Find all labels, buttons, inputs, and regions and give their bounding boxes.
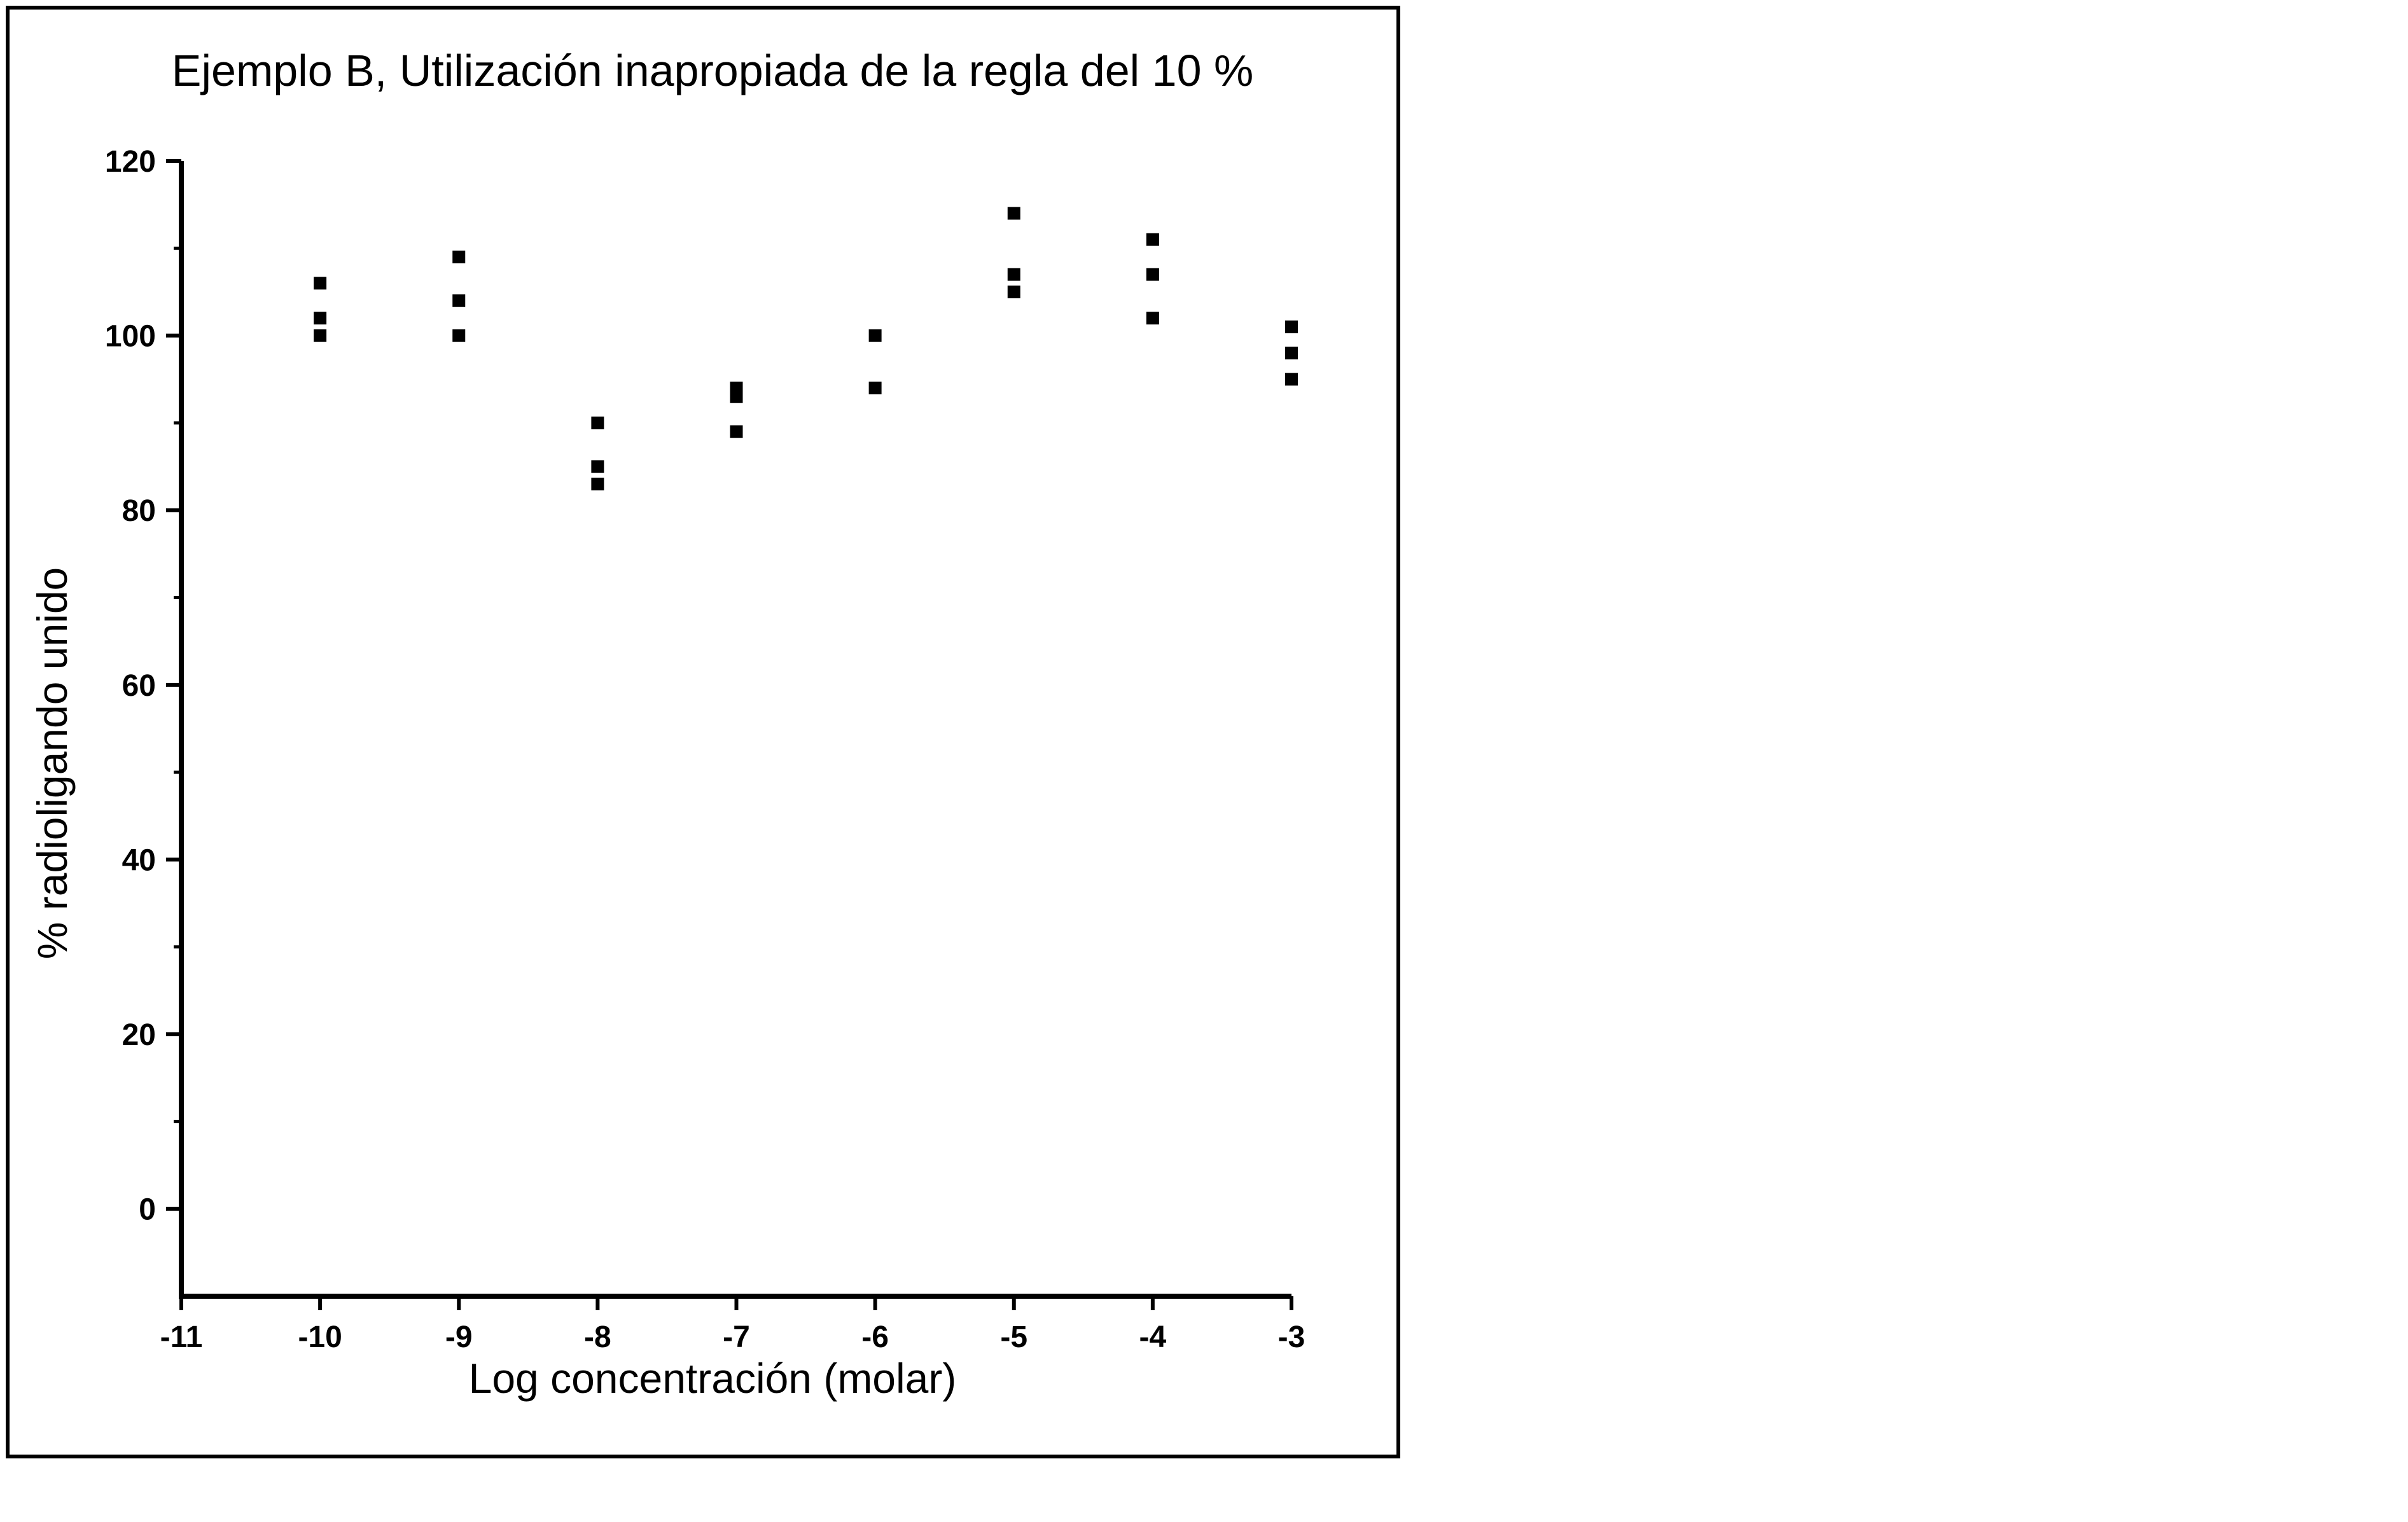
data-point [452, 251, 466, 264]
data-point [1285, 373, 1298, 386]
data-point [1007, 268, 1020, 281]
data-point [868, 329, 882, 342]
data-point [314, 312, 327, 325]
data-point [730, 390, 743, 403]
x-tick-label: -8 [584, 1320, 611, 1354]
data-point [314, 329, 327, 342]
data-point [591, 460, 604, 473]
chart-frame [6, 6, 1400, 1458]
data-point [868, 382, 882, 394]
data-point [1007, 285, 1020, 298]
data-point [1285, 347, 1298, 360]
x-axis-label: Log concentración (molar) [469, 1355, 957, 1402]
y-tick-label: 100 [105, 320, 156, 354]
x-tick-label: -10 [298, 1320, 342, 1354]
chart-title: Ejemplo B, Utilización inapropiada de la… [172, 46, 1253, 95]
data-point [1285, 320, 1298, 333]
x-tick-label: -3 [1278, 1320, 1305, 1354]
ticks: -11 -10 -9 -8 -7 -6 -5 -4 -3 0 20 40 60 80 100 120 [105, 145, 1305, 1354]
data-point [1146, 233, 1159, 246]
y-tick-label: 60 [122, 669, 156, 703]
x-tick-label: -6 [861, 1320, 889, 1354]
x-tick-label: -5 [1000, 1320, 1027, 1354]
x-tick-label: -9 [445, 1320, 473, 1354]
y-axis-label: % radioligando unido [29, 567, 76, 959]
y-tick-label: 120 [105, 145, 156, 179]
data-points [314, 207, 1298, 491]
y-tick-label: 0 [139, 1193, 156, 1227]
x-tick-label: -11 [160, 1320, 203, 1354]
data-point [1146, 312, 1159, 325]
data-point [452, 329, 466, 342]
data-point [314, 277, 327, 290]
data-point [591, 478, 604, 491]
x-tick-label: -7 [723, 1320, 750, 1354]
y-tick-label: 20 [122, 1018, 156, 1052]
data-point [1007, 207, 1020, 220]
axes [179, 161, 1291, 1299]
data-point [1146, 268, 1159, 281]
data-point [591, 416, 604, 429]
data-point [452, 294, 466, 307]
x-tick-label: -4 [1139, 1320, 1167, 1354]
y-tick-label: 80 [122, 494, 156, 528]
data-point [730, 425, 743, 438]
y-tick-label: 40 [122, 843, 156, 877]
